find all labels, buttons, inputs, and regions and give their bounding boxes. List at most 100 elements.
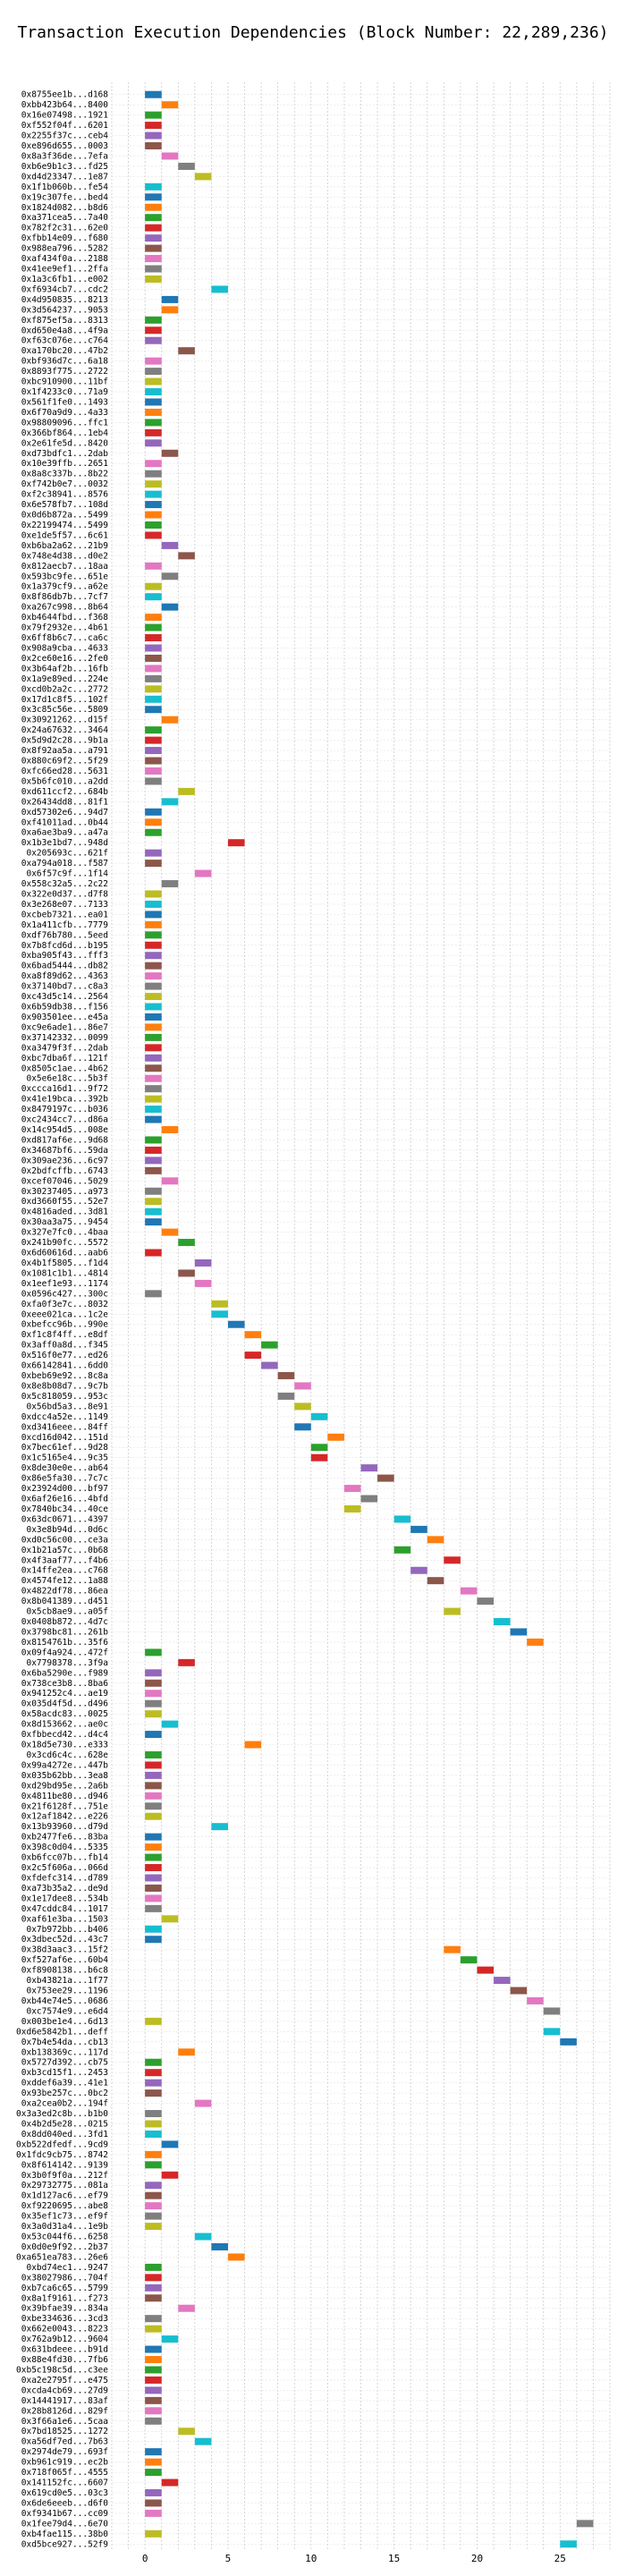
transaction-bar <box>145 674 162 682</box>
transaction-hash-label: 0xd817af6e...9d68 <box>21 1135 109 1145</box>
transaction-hash-label: 0x4d950835...8213 <box>21 295 108 305</box>
transaction-bar <box>145 214 162 222</box>
transaction-bar <box>145 747 162 755</box>
transaction-hash-label: 0xf9220695...abe8 <box>21 2201 109 2211</box>
transaction-hash-label: 0x908a9cba...4633 <box>21 643 108 653</box>
transaction-hash-label: 0xb5c198c5d...c3ee <box>16 2365 108 2375</box>
transaction-bar <box>161 798 179 806</box>
transaction-hash-label: 0x2e61fe5d...8420 <box>21 438 109 448</box>
transaction-hash-label: 0x6f70a9d9...4a33 <box>21 408 108 418</box>
transaction-bar <box>145 582 162 590</box>
transaction-hash-label: 0x6bad5444...db82 <box>21 962 108 971</box>
transaction-bar <box>145 2274 162 2282</box>
transaction-hash-label: 0x8a3f36de...7efa <box>21 151 108 161</box>
transaction-bar <box>145 900 162 908</box>
transaction-bar <box>145 398 162 406</box>
transaction-bar <box>410 1525 427 1533</box>
transaction-bar <box>145 777 162 785</box>
transaction-hash-label: 0x3dbec52d...43c7 <box>21 1935 108 1945</box>
transaction-hash-label: 0xcbeb7321...ea01 <box>21 910 109 919</box>
transaction-bar <box>145 1853 162 1861</box>
transaction-hash-label: 0xcef07046...5029 <box>21 1176 109 1186</box>
transaction-bar <box>145 531 162 539</box>
transaction-bar <box>294 1423 311 1431</box>
transaction-bar <box>145 244 162 252</box>
transaction-hash-label: 0xccca16d1...9f72 <box>21 1084 108 1094</box>
transaction-bar <box>178 347 195 355</box>
transaction-bar <box>444 1556 461 1564</box>
transaction-hash-label: 0x19c307fe...bed4 <box>21 192 109 202</box>
transaction-bar <box>194 1258 212 1267</box>
transaction-bar <box>145 326 162 335</box>
transaction-bar <box>360 1464 378 1472</box>
transaction-bar <box>145 2089 162 2097</box>
transaction-hash-label: 0x718f065f...4555 <box>21 2468 108 2478</box>
transaction-bar <box>145 849 162 857</box>
transaction-bar <box>145 1064 162 1072</box>
transaction-bar <box>261 1361 278 1369</box>
transaction-bar <box>145 122 162 130</box>
transaction-hash-label: 0x7b8fcd6d...b195 <box>21 941 108 951</box>
transaction-hash-label: 0xcd0b2a2c...2772 <box>21 684 108 694</box>
transaction-bar <box>145 265 162 273</box>
transaction-hash-label: 0xa6ae3ba9...a47a <box>21 828 108 838</box>
transaction-hash-label: 0xeee021ca...1c2e <box>21 1309 109 1319</box>
transaction-bar <box>145 941 162 949</box>
transaction-bar <box>194 1279 212 1287</box>
transaction-bar <box>145 1812 162 1820</box>
transaction-bar <box>145 1095 162 1103</box>
transaction-bar <box>145 634 162 642</box>
transaction-bar <box>145 428 162 436</box>
transaction-hash-label: 0x903501ee...e45a <box>21 1013 108 1022</box>
transaction-hash-label: 0x41e19bca...392b <box>21 1095 109 1105</box>
transaction-hash-label: 0x26434dd8...81f1 <box>21 797 109 807</box>
transaction-bar <box>145 255 162 263</box>
transaction-bar <box>145 993 162 1001</box>
transaction-bar <box>145 654 162 662</box>
transaction-hash-label: 0x2974de79...693f <box>21 2447 108 2457</box>
transaction-bar <box>145 726 162 734</box>
transaction-bar <box>145 111 162 119</box>
transaction-bar <box>178 1658 195 1666</box>
transaction-bar <box>145 2263 162 2271</box>
transaction-hash-label: 0x29732775...081a <box>21 2181 108 2190</box>
transaction-bar <box>161 603 179 611</box>
transaction-bar <box>145 377 162 386</box>
x-tick-label: 0 <box>142 2553 148 2564</box>
transaction-hash-label: 0xb3cd15f1...2453 <box>21 2068 108 2078</box>
transaction-bar <box>145 1761 162 1769</box>
transaction-hash-label: 0x593bc9fe...651e <box>21 572 109 581</box>
transaction-bar <box>145 1249 162 1257</box>
transaction-hash-label: 0xbf936d7c...6a18 <box>21 357 109 367</box>
transaction-bar <box>227 1320 245 1328</box>
transaction-hash-label: 0xd3416eee...84ff <box>21 1422 108 1432</box>
transaction-hash-label: 0xfbbecd42...d4c4 <box>21 1730 109 1740</box>
transaction-hash-label: 0x22199474...5499 <box>21 521 109 530</box>
transaction-bar <box>494 1977 511 1985</box>
transaction-hash-label: 0x3e8b94d...0d6c <box>26 1525 108 1535</box>
transaction-bar <box>145 336 162 344</box>
transaction-hash-label: 0x6b59db38...f156 <box>21 1003 109 1013</box>
transaction-bar <box>145 1936 162 1944</box>
transaction-hash-label: 0x753ee29...1196 <box>26 1987 108 1996</box>
transaction-hash-label: 0x37142332...0099 <box>21 1033 109 1043</box>
transaction-hash-label: 0x1f1b060b...fe54 <box>21 182 109 192</box>
transaction-bar <box>145 2499 162 2507</box>
transaction-bar <box>145 2130 162 2138</box>
transaction-bar <box>161 1228 179 1236</box>
transaction-bar <box>145 706 162 714</box>
transaction-hash-label: 0xbc7dba6f...121f <box>21 1054 108 1063</box>
transaction-bar <box>145 480 162 488</box>
transaction-hash-label: 0x880c69f2...5f29 <box>21 757 109 767</box>
transaction-bar <box>560 2540 577 2548</box>
transaction-bar <box>477 1597 495 1606</box>
transaction-hash-label: 0x4b1f5805...f1d4 <box>21 1258 109 1268</box>
transaction-hash-label: 0x6af26e16...4bfd <box>21 1495 108 1504</box>
transaction-bar <box>145 1894 162 1902</box>
transaction-hash-label: 0x39bfae39...834a <box>21 2304 108 2314</box>
transaction-bar <box>161 2171 179 2179</box>
transaction-hash-label: 0x762a9b12...9604 <box>21 2334 109 2344</box>
transaction-bar <box>145 1679 162 1687</box>
transaction-hash-label: 0x366bf864...1eb4 <box>21 428 109 438</box>
transaction-bar <box>145 890 162 898</box>
